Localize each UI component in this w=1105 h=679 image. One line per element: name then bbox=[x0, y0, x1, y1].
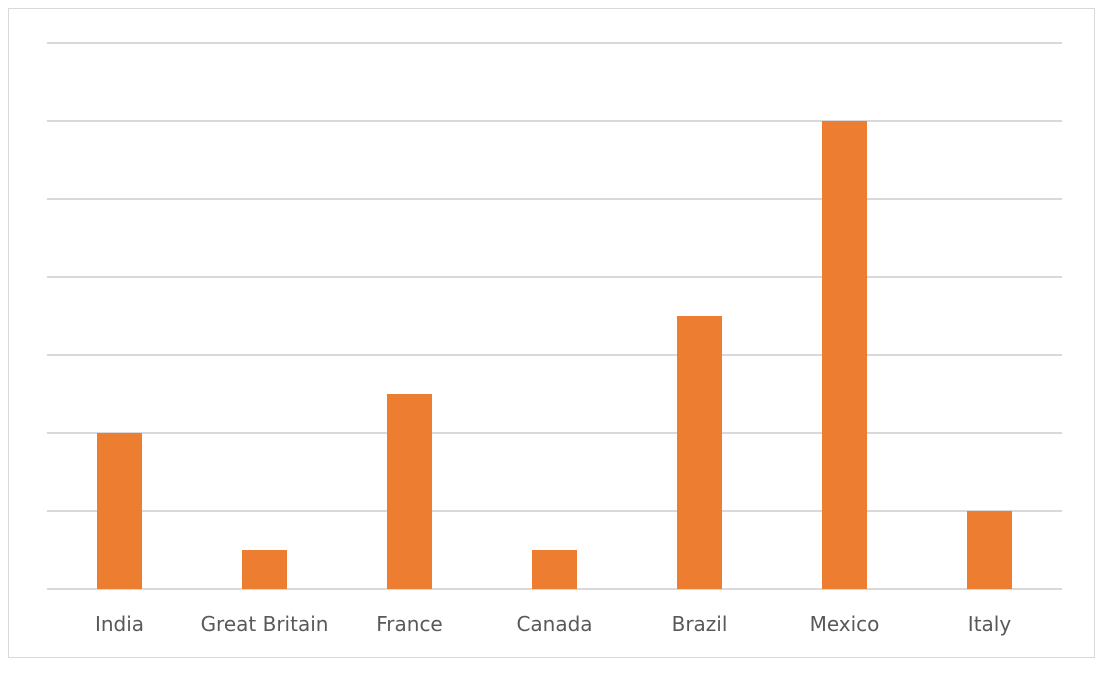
x-tick-label: France bbox=[376, 612, 443, 636]
x-tick-label: India bbox=[95, 612, 144, 636]
bar-canada bbox=[532, 550, 577, 589]
chart-frame: India Great Britain France Canada Brazil Mexi… bbox=[8, 8, 1095, 658]
category-labels: India Great Britain France Canada Brazil Mexi… bbox=[95, 612, 1011, 636]
x-tick-label: Great Britain bbox=[201, 612, 329, 636]
bar-india bbox=[97, 433, 142, 589]
x-tick-label: Canada bbox=[516, 612, 592, 636]
x-tick-label: Mexico bbox=[810, 612, 880, 636]
gridlines bbox=[47, 42, 1062, 590]
x-tick-label: Brazil bbox=[672, 612, 728, 636]
bar-chart: India Great Britain France Canada Brazil Mexi… bbox=[47, 42, 1062, 636]
bar-italy bbox=[967, 511, 1012, 589]
bar-mexico bbox=[822, 121, 867, 589]
bar-great-britain bbox=[242, 550, 287, 589]
bars bbox=[97, 121, 1012, 589]
bar-france bbox=[387, 394, 432, 589]
bar-brazil bbox=[677, 316, 722, 589]
x-tick-label: Italy bbox=[968, 612, 1012, 636]
